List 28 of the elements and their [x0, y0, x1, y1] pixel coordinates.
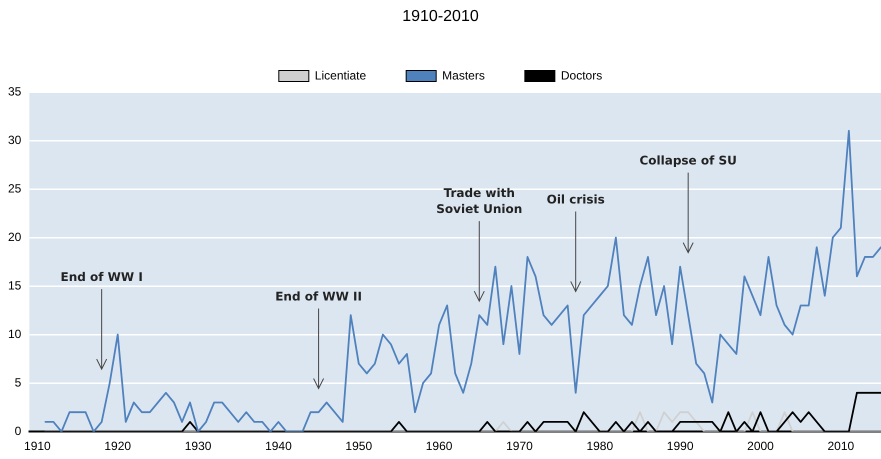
- annotation: Oil crisis: [546, 192, 605, 206]
- y-tick-label: 0: [14, 424, 22, 438]
- y-tick-label: 5: [14, 375, 22, 390]
- x-tick-label: 2000: [747, 439, 774, 454]
- legend-label: Masters: [442, 68, 485, 82]
- x-tick-label: 1940: [265, 439, 292, 454]
- x-tick-label: 1970: [506, 439, 534, 454]
- y-tick-label: 35: [8, 84, 22, 98]
- legend-label: Licentiate: [314, 68, 366, 82]
- x-tick-label: 1920: [104, 439, 132, 454]
- legend-label: Doctors: [560, 68, 602, 82]
- x-tick-label: 1910: [24, 439, 52, 454]
- x-tick-label: 1980: [586, 439, 614, 454]
- y-tick-label: 30: [8, 132, 22, 147]
- y-tick-label: 15: [8, 278, 22, 292]
- y-tick-label: 10: [8, 326, 22, 341]
- x-tick-label: 2010: [827, 439, 854, 454]
- annotation: Trade with Soviet Union: [436, 186, 522, 216]
- annotation: Collapse of SU: [639, 154, 737, 168]
- chart-title: 1910-2010: [401, 8, 480, 27]
- annotation: End of WW II: [275, 289, 362, 304]
- x-tick-label: 1990: [666, 439, 694, 454]
- x-tick-label: 1930: [184, 439, 212, 454]
- y-tick-label: 20: [8, 230, 22, 244]
- annotation: End of WW I: [60, 270, 143, 284]
- x-tick-label: 1950: [345, 439, 372, 454]
- y-tick-label: 25: [8, 181, 22, 196]
- x-tick-label: 1960: [426, 439, 453, 454]
